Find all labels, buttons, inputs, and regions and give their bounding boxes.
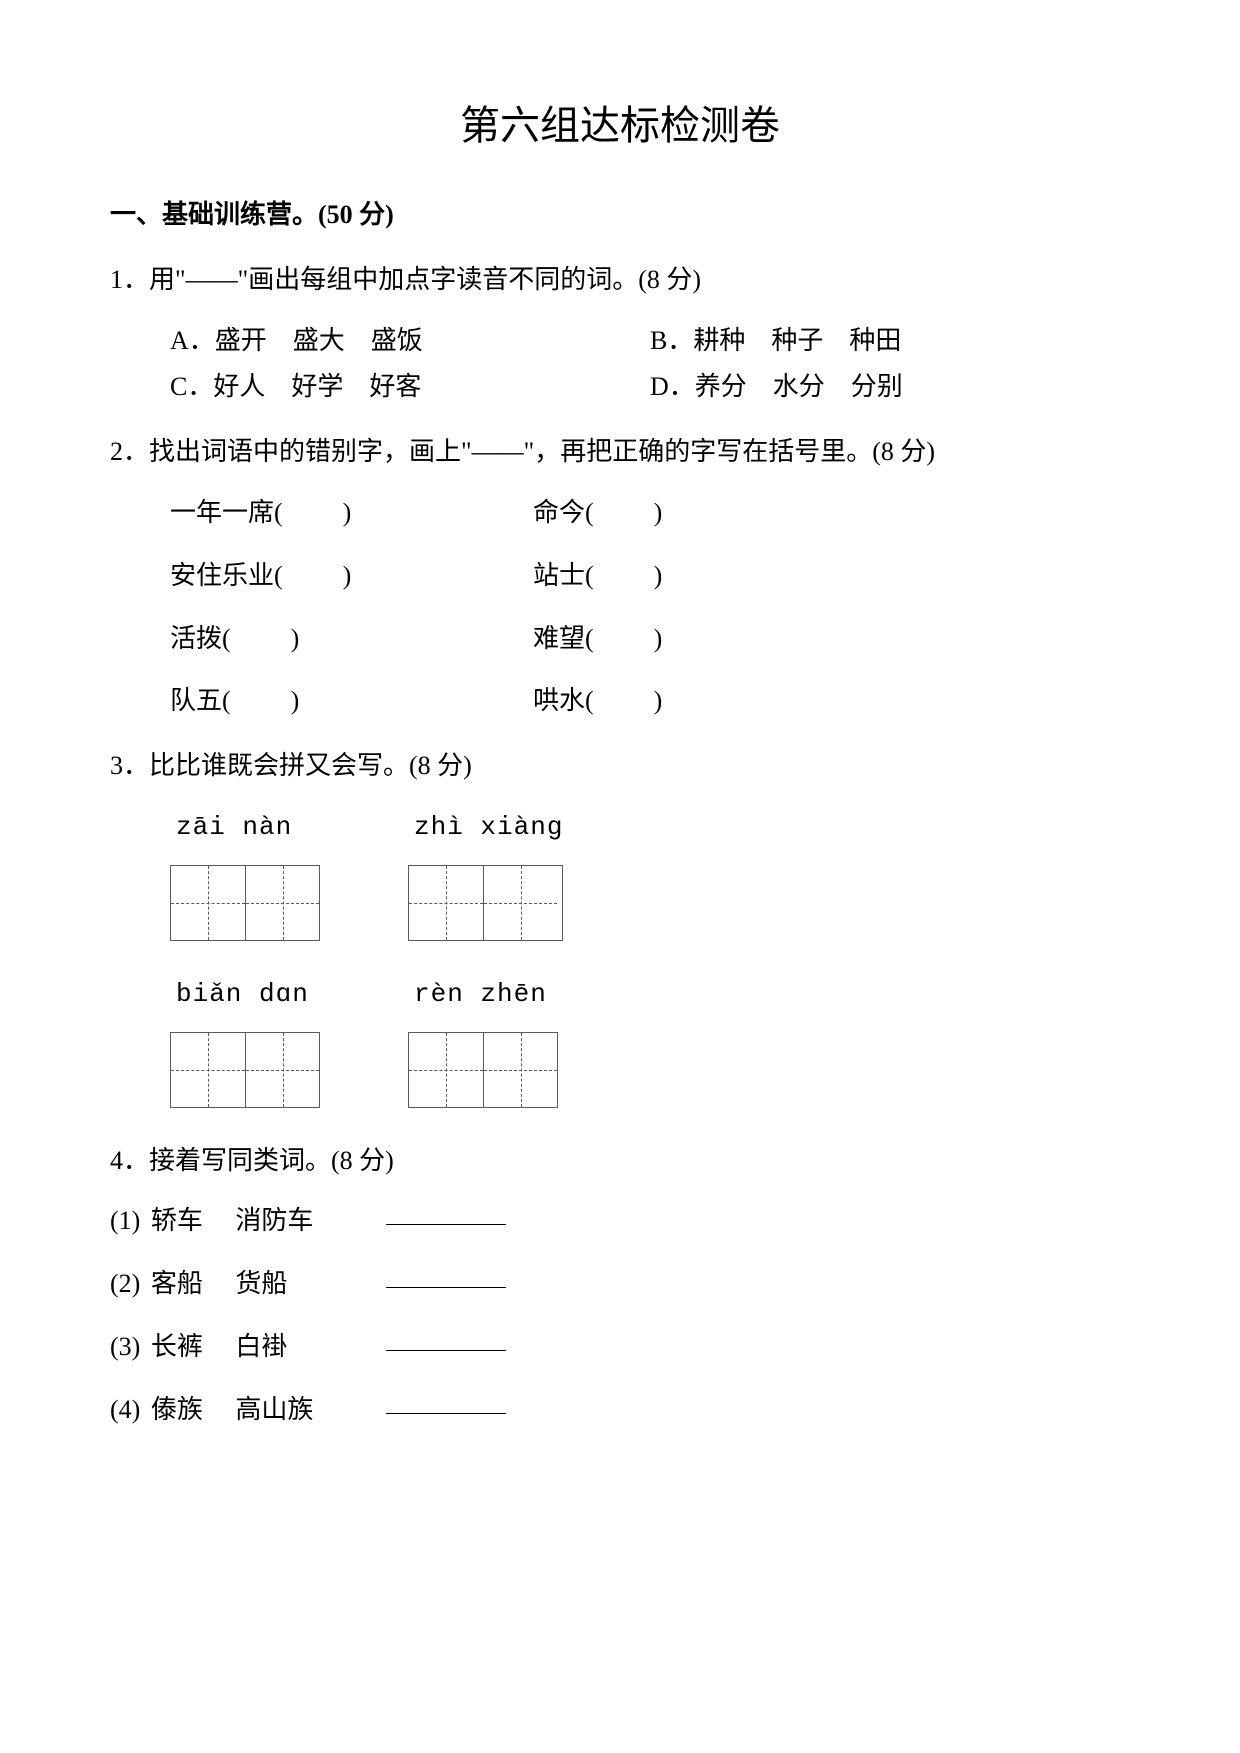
close-paren: ) (654, 624, 663, 653)
tianzige-grid[interactable] (170, 865, 320, 941)
q2-row-2: 安住乐业() 站士() (110, 553, 1130, 600)
q4-s3-w2: 白褂 (235, 1324, 347, 1371)
q4-sub-2: (2) 客船 货船 (110, 1261, 1130, 1308)
close-paren: ) (291, 624, 300, 653)
q4-stem: 4．接着写同类词。(8 分) (110, 1138, 1130, 1185)
q1-stem: 1．用"——"画出每组中加点字读音不同的词。(8 分) (110, 257, 1130, 304)
q1-option-c: C．好人 好学 好客 (170, 364, 650, 411)
q4-s2-w1: 客船 (151, 1261, 229, 1308)
section-header: 一、基础训练营。(50 分) (110, 192, 1130, 239)
q3-block-1: zāi nàn (170, 804, 320, 941)
question-3: 3．比比谁既会拼又会写。(8 分) zāi nàn zhì xiàng biǎn (110, 743, 1130, 1107)
tianzige-grid[interactable] (170, 1032, 320, 1108)
q1-option-b: B．耕种 种子 种田 (650, 318, 1130, 365)
q4-s1-w2: 消防车 (235, 1198, 347, 1245)
tianzige-cell[interactable] (409, 866, 483, 940)
blank-line[interactable] (386, 1224, 506, 1225)
tianzige-grid[interactable] (408, 865, 563, 941)
tianzige-cell[interactable] (171, 1033, 245, 1107)
close-paren: ) (654, 498, 663, 527)
tianzige-cell[interactable] (245, 1033, 319, 1107)
q2-row-4: 队五() 哄水() (110, 678, 1130, 725)
question-1: 1．用"——"画出每组中加点字读音不同的词。(8 分) A．盛开 盛大 盛饭 B… (110, 257, 1130, 411)
q4-s4-w1: 傣族 (151, 1387, 229, 1434)
close-paren: ) (654, 561, 663, 590)
blank-line[interactable] (386, 1413, 506, 1414)
q1-row-2: C．好人 好学 好客 D．养分 水分 分别 (170, 364, 1130, 411)
question-2: 2．找出词语中的错别字，画上"——"，再把正确的字写在括号里。(8 分) 一年一… (110, 429, 1130, 725)
q3-row-1: zāi nàn zhì xiàng (170, 804, 1130, 941)
q3-row-2: biǎn dɑn rèn zhēn (170, 971, 1130, 1108)
q2-r3a: 活拨( (170, 624, 231, 653)
tianzige-grid[interactable] (408, 1032, 558, 1108)
q4-s3-w1: 长裤 (151, 1324, 229, 1371)
q4-sub-1: (1) 轿车 消防车 (110, 1198, 1130, 1245)
q3-pinyin-3: biǎn dɑn (170, 971, 320, 1018)
q3-pinyin-4: rèn zhēn (408, 971, 558, 1018)
close-paren: ) (654, 686, 663, 715)
tianzige-cell[interactable] (245, 866, 319, 940)
tianzige-cell[interactable] (483, 866, 557, 940)
q3-block-3: biǎn dɑn (170, 971, 320, 1108)
close-paren: ) (343, 561, 352, 590)
q2-r2a: 安住乐业( (170, 561, 283, 590)
q4-s1-w1: 轿车 (151, 1198, 229, 1245)
q3-stem: 3．比比谁既会拼又会写。(8 分) (110, 743, 1130, 790)
q4-s3-lead: (3) (110, 1324, 140, 1371)
q4-s1-lead: (1) (110, 1198, 140, 1245)
q4-s4-w2: 高山族 (235, 1387, 347, 1434)
q2-r2b: 站士( (533, 561, 594, 590)
close-paren: ) (343, 498, 352, 527)
q4-s2-w2: 货船 (235, 1261, 347, 1308)
q3-pinyin-1: zāi nàn (170, 804, 320, 851)
tianzige-cell[interactable] (483, 1033, 557, 1107)
q4-s4-lead: (4) (110, 1387, 140, 1434)
close-paren: ) (291, 686, 300, 715)
q2-row-1: 一年一席() 命今() (110, 490, 1130, 537)
q3-block-4: rèn zhēn (408, 971, 558, 1108)
q4-sub-3: (3) 长裤 白褂 (110, 1324, 1130, 1371)
tianzige-cell[interactable] (171, 866, 245, 940)
q4-s2-lead: (2) (110, 1261, 140, 1308)
q3-block-2: zhì xiàng (408, 804, 563, 941)
q4-sub-4: (4) 傣族 高山族 (110, 1387, 1130, 1434)
q2-row-3: 活拨() 难望() (110, 616, 1130, 663)
q2-r1b: 命今( (533, 498, 594, 527)
blank-line[interactable] (386, 1350, 506, 1351)
blank-line[interactable] (386, 1287, 506, 1288)
q2-r4b: 哄水( (533, 686, 594, 715)
q2-r4a: 队五( (170, 686, 231, 715)
q1-row-1: A．盛开 盛大 盛饭 B．耕种 种子 种田 (170, 318, 1130, 365)
q3-pinyin-2: zhì xiàng (408, 804, 563, 851)
q2-stem: 2．找出词语中的错别字，画上"——"，再把正确的字写在括号里。(8 分) (110, 429, 1130, 476)
q2-r3b: 难望( (533, 624, 594, 653)
q2-r1a: 一年一席( (170, 498, 283, 527)
question-4: 4．接着写同类词。(8 分) (1) 轿车 消防车 (2) 客船 货船 (3) … (110, 1138, 1130, 1434)
tianzige-cell[interactable] (409, 1033, 483, 1107)
q1-option-d: D．养分 水分 分别 (650, 364, 1130, 411)
q1-option-a: A．盛开 盛大 盛饭 (170, 318, 650, 365)
page-title: 第六组达标检测卷 (110, 90, 1130, 162)
